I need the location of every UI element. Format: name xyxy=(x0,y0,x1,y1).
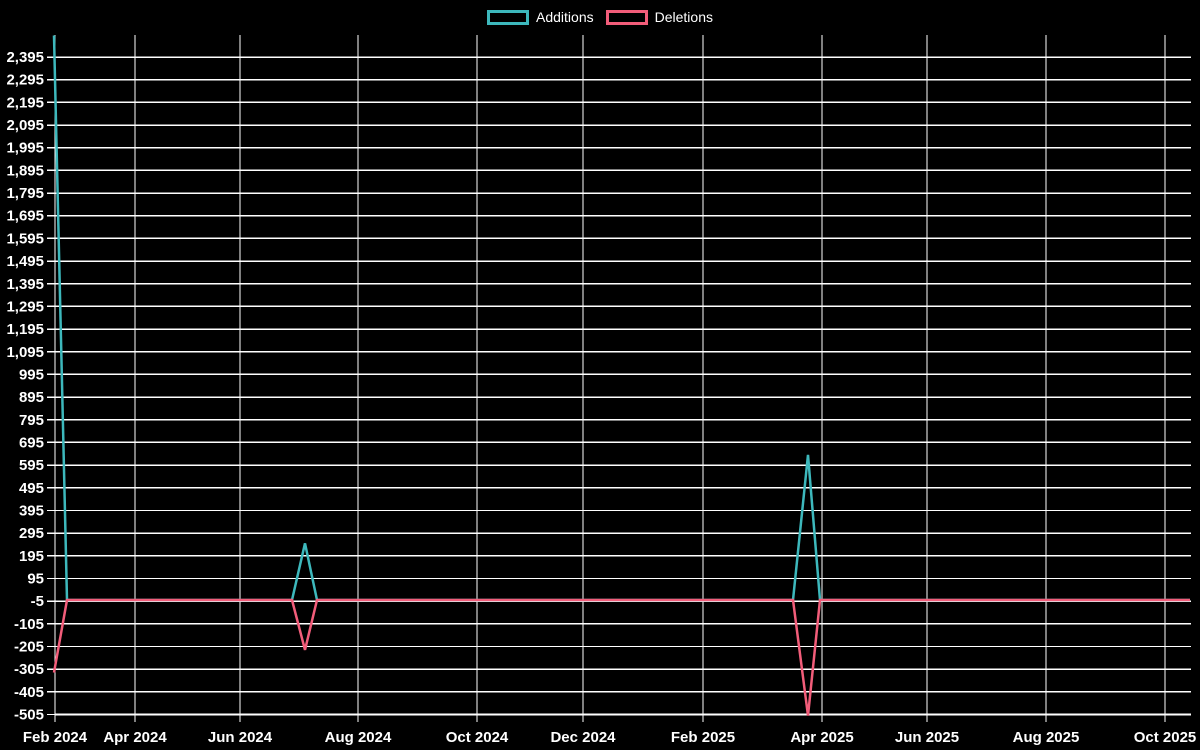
y-tick-label: -5 xyxy=(31,593,44,610)
x-tick-label: Oct 2025 xyxy=(1134,729,1197,746)
x-tick-label: Feb 2025 xyxy=(671,729,735,746)
y-tick-label: 2,395 xyxy=(6,49,44,66)
y-tick-label: 995 xyxy=(19,366,44,383)
y-tick-label: 1,295 xyxy=(6,298,44,315)
x-tick-label: Aug 2025 xyxy=(1013,729,1080,746)
y-tick-label: 2,195 xyxy=(6,94,44,111)
y-tick-label: 1,995 xyxy=(6,140,44,157)
deletions-swatch-icon xyxy=(605,9,648,25)
y-tick-label: -405 xyxy=(14,684,44,701)
y-tick-label: 1,895 xyxy=(6,162,44,179)
y-tick-label: 495 xyxy=(19,480,44,497)
y-tick-label: 795 xyxy=(19,412,44,429)
y-tick-label: 2,095 xyxy=(6,117,44,134)
x-tick-label: Apr 2024 xyxy=(103,729,167,746)
y-tick-label: 595 xyxy=(19,457,44,474)
additions-line xyxy=(52,35,1190,602)
y-tick-label: -305 xyxy=(14,661,44,678)
legend-label-additions: Additions xyxy=(536,9,594,25)
chart-legend: Additions Deletions xyxy=(0,9,1200,25)
y-tick-label: 1,695 xyxy=(6,208,44,225)
x-tick-label: Jun 2025 xyxy=(895,729,959,746)
y-tick-label: 195 xyxy=(19,548,44,565)
y-tick-label: -205 xyxy=(14,638,44,655)
deletions-line xyxy=(52,598,1190,716)
y-tick-label: -105 xyxy=(14,616,44,633)
y-tick-label: 2,295 xyxy=(6,72,44,89)
y-tick-label: 695 xyxy=(19,434,44,451)
y-tick-label: 1,795 xyxy=(6,185,44,202)
y-tick-label: 895 xyxy=(19,389,44,406)
additions-swatch-icon xyxy=(487,9,530,25)
y-tick-label: 1,495 xyxy=(6,253,44,270)
y-tick-label: 1,395 xyxy=(6,276,44,293)
y-tick-label: 295 xyxy=(19,525,44,542)
legend-item-additions[interactable]: Additions xyxy=(487,9,594,25)
y-tick-label: 1,195 xyxy=(6,321,44,338)
y-tick-label: 1,595 xyxy=(6,230,44,247)
x-tick-label: Feb 2024 xyxy=(23,729,88,746)
x-tick-label: Dec 2024 xyxy=(550,729,616,746)
legend-label-deletions: Deletions xyxy=(654,9,713,25)
legend-item-deletions[interactable]: Deletions xyxy=(605,9,713,25)
x-tick-label: Apr 2025 xyxy=(790,729,853,746)
y-tick-label: 395 xyxy=(19,502,44,519)
x-tick-label: Jun 2024 xyxy=(208,729,273,746)
x-tick-label: Oct 2024 xyxy=(446,729,509,746)
x-tick-label: Aug 2024 xyxy=(325,729,392,746)
y-tick-label: 95 xyxy=(27,570,44,587)
y-tick-label: -505 xyxy=(14,706,44,723)
y-tick-label: 1,095 xyxy=(6,344,44,361)
